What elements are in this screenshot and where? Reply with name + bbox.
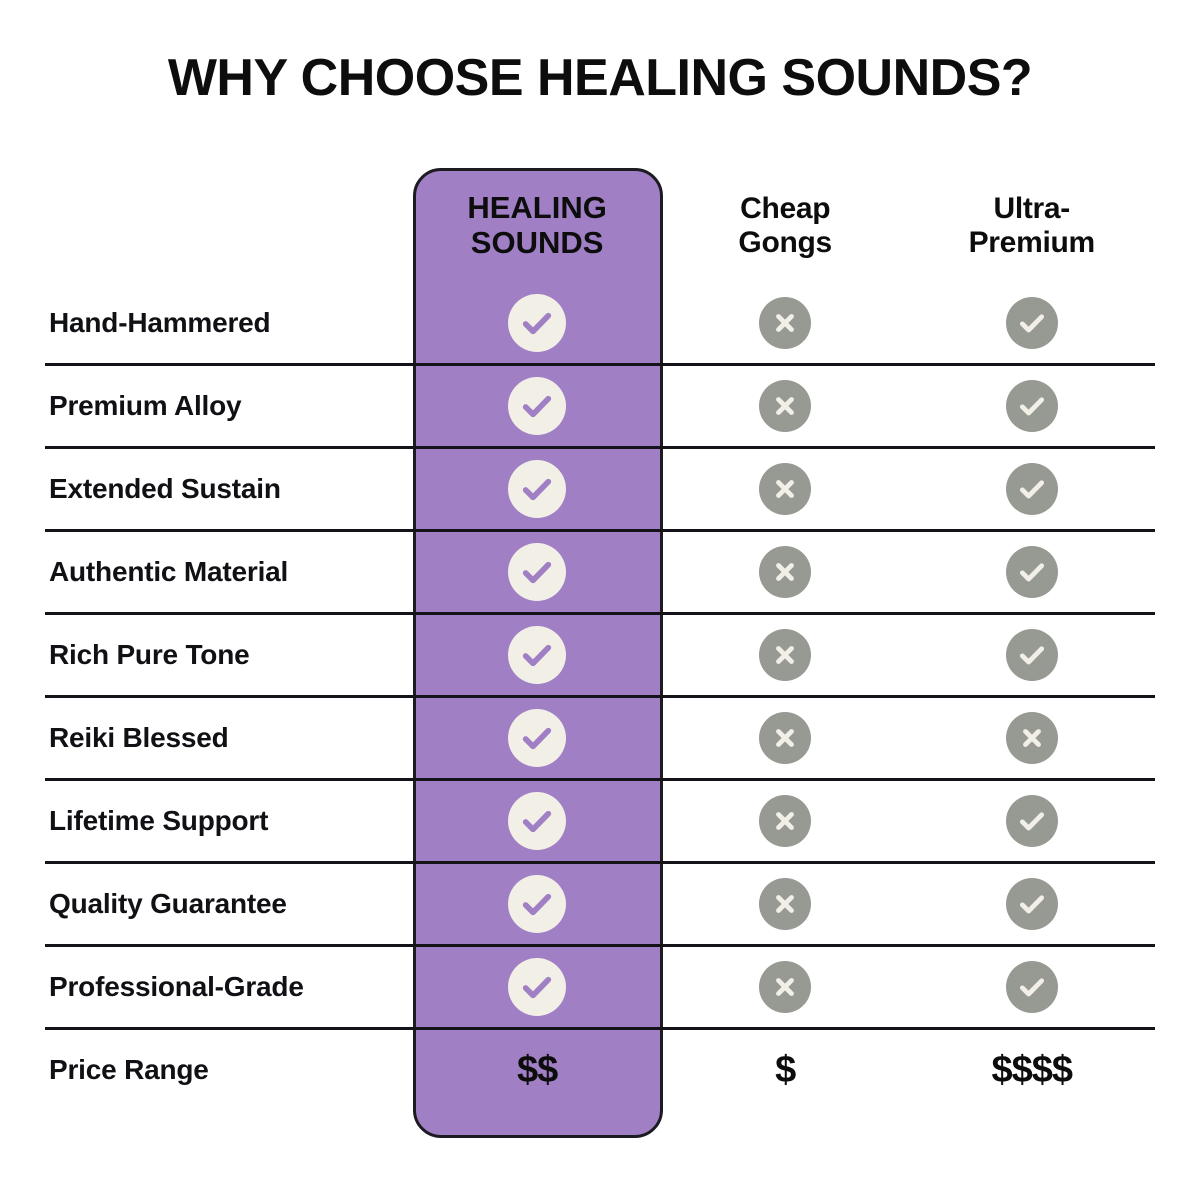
cross-icon (759, 546, 812, 598)
row-label: Quality Guarantee (49, 888, 287, 919)
table-row: Hand-Hammered (45, 283, 1155, 366)
cell-ultra-premium (908, 629, 1155, 681)
check-icon (508, 460, 567, 518)
row-label: Reiki Blessed (49, 722, 229, 753)
comparison-table: HEALING SOUNDS Cheap Gongs Ultra- Premiu… (45, 168, 1155, 1140)
cell-cheap-gongs (662, 297, 909, 349)
table-row: Rich Pure Tone (45, 615, 1155, 698)
row-label: Professional-Grade (49, 971, 304, 1002)
cell-healing-sounds (412, 294, 662, 352)
check-icon (1005, 629, 1058, 681)
check-icon (1005, 380, 1058, 432)
row-label: Premium Alloy (49, 390, 242, 421)
column-header-line-2: Premium (968, 225, 1096, 259)
cell-ultra-premium (908, 297, 1155, 349)
row-label: Hand-Hammered (49, 307, 271, 338)
check-icon (1005, 546, 1058, 598)
row-label: Authentic Material (49, 556, 289, 587)
check-icon (1005, 463, 1058, 515)
check-icon (508, 377, 567, 435)
column-header-ultra-premium: Ultra- Premium (908, 192, 1155, 259)
cell-ultra-premium (908, 463, 1155, 515)
cell-healing-sounds (412, 626, 662, 684)
check-icon (1005, 961, 1058, 1013)
page-title: WHY CHOOSE HEALING SOUNDS? (167, 49, 1033, 107)
column-header-healing-sounds: HEALING SOUNDS (412, 189, 662, 260)
check-icon (508, 543, 567, 601)
check-icon (508, 626, 567, 684)
table-row: Authentic Material (45, 532, 1155, 615)
table-row: Price Range $$ $ $$$$ (45, 1030, 1155, 1110)
row-label: Rich Pure Tone (49, 639, 250, 670)
cross-icon (759, 297, 812, 349)
column-header-line-1: Cheap (740, 191, 831, 225)
column-header-line-2: SOUNDS (470, 224, 604, 260)
cell-ultra-premium (908, 795, 1155, 847)
table-row: Premium Alloy (45, 366, 1155, 449)
table-row: Lifetime Support (45, 781, 1155, 864)
row-label: Price Range (49, 1054, 209, 1085)
row-label: Extended Sustain (49, 473, 281, 504)
cell-cheap-gongs (662, 878, 909, 930)
price-value: $$$$ (991, 1048, 1073, 1091)
cell-ultra-premium (908, 961, 1155, 1013)
cell-ultra-premium: $$$$ (908, 1049, 1155, 1092)
column-header-line-2: Gongs (738, 225, 832, 259)
table-row: Extended Sustain (45, 449, 1155, 532)
cell-cheap-gongs (662, 961, 909, 1013)
check-icon (1005, 878, 1058, 930)
table-row: Reiki Blessed (45, 698, 1155, 781)
check-icon (508, 294, 567, 352)
cross-icon (759, 380, 812, 432)
cross-icon (759, 795, 812, 847)
cross-icon (759, 961, 812, 1013)
cross-icon (759, 712, 812, 764)
check-icon (508, 792, 567, 850)
check-icon (1005, 795, 1058, 847)
cell-cheap-gongs (662, 712, 909, 764)
cell-cheap-gongs (662, 795, 909, 847)
table-body: Hand-Hammered Premium Alloy Extended Susta… (45, 283, 1155, 1110)
cell-cheap-gongs: $ (662, 1049, 909, 1092)
cell-ultra-premium (908, 380, 1155, 432)
cell-ultra-premium (908, 878, 1155, 930)
check-icon (508, 875, 567, 933)
cell-healing-sounds (412, 543, 662, 601)
table-row: Quality Guarantee (45, 864, 1155, 947)
cell-cheap-gongs (662, 463, 909, 515)
column-header-line-1: HEALING (467, 189, 607, 225)
check-icon (1005, 297, 1058, 349)
price-value: $$ (516, 1048, 558, 1091)
cell-healing-sounds (412, 875, 662, 933)
row-label: Lifetime Support (49, 805, 269, 836)
cell-healing-sounds (412, 377, 662, 435)
cell-ultra-premium (908, 546, 1155, 598)
cell-cheap-gongs (662, 546, 909, 598)
cross-icon (759, 878, 812, 930)
cell-healing-sounds: $$ (412, 1049, 662, 1092)
cross-icon (759, 629, 812, 681)
column-header-cheap-gongs: Cheap Gongs (662, 192, 909, 259)
cross-icon (759, 463, 812, 515)
cell-ultra-premium (908, 712, 1155, 764)
table-row: Professional-Grade (45, 947, 1155, 1030)
cell-cheap-gongs (662, 380, 909, 432)
check-icon (508, 709, 567, 767)
check-icon (508, 958, 567, 1016)
cross-icon (1005, 712, 1058, 764)
cell-healing-sounds (412, 792, 662, 850)
cell-healing-sounds (412, 460, 662, 518)
cell-healing-sounds (412, 709, 662, 767)
cell-cheap-gongs (662, 629, 909, 681)
column-header-line-1: Ultra- (993, 191, 1070, 225)
price-value: $ (775, 1048, 796, 1091)
cell-healing-sounds (412, 958, 662, 1016)
table-header-row: HEALING SOUNDS Cheap Gongs Ultra- Premiu… (45, 168, 1155, 283)
